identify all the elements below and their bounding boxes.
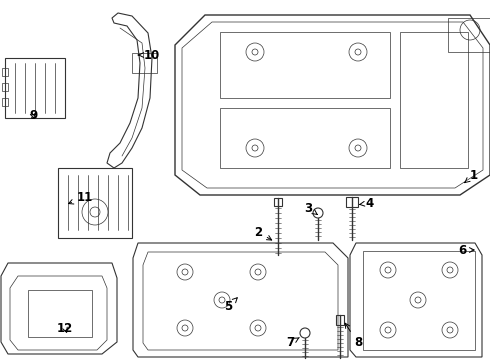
- Text: 4: 4: [360, 197, 374, 210]
- Text: 12: 12: [57, 321, 73, 334]
- Text: 6: 6: [458, 243, 474, 256]
- Text: 10: 10: [138, 49, 160, 62]
- Text: 2: 2: [254, 225, 271, 240]
- Text: 7: 7: [286, 337, 299, 350]
- Text: 8: 8: [345, 323, 362, 350]
- Text: 9: 9: [29, 108, 37, 122]
- Text: 11: 11: [69, 190, 93, 204]
- Text: 5: 5: [224, 298, 237, 314]
- Text: 1: 1: [465, 168, 478, 183]
- Text: 3: 3: [304, 202, 318, 215]
